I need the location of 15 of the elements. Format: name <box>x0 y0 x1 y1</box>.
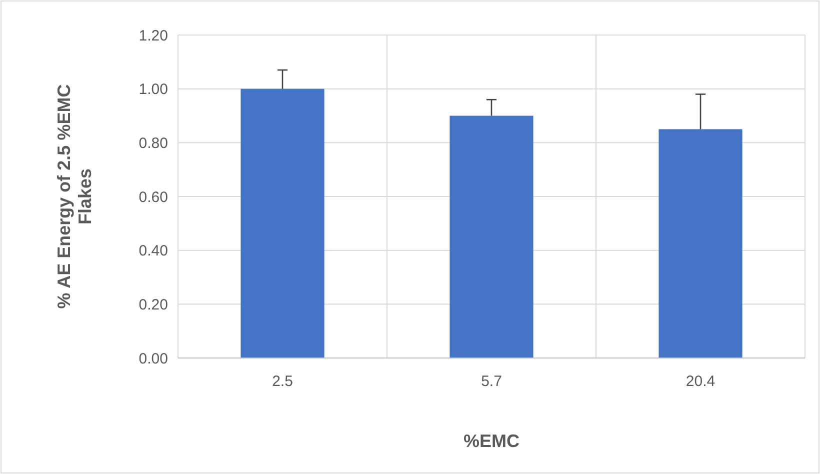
y-tick-label: 0.60 <box>138 188 168 206</box>
bar <box>658 129 742 358</box>
y-tick-label: 1.20 <box>138 27 168 44</box>
x-tick-label: 2.5 <box>272 373 293 390</box>
x-axis-title: %EMC <box>463 431 520 451</box>
bar <box>450 116 534 358</box>
y-tick-label: 0.40 <box>138 242 168 260</box>
x-tick-label: 5.7 <box>481 373 502 390</box>
y-tick-label: 0.00 <box>138 350 168 368</box>
x-tick-label: 20.4 <box>686 373 716 390</box>
y-axis-title: % AE Energy of 2.5 %EMC Flakes <box>54 84 95 309</box>
y-tick-label: 0.80 <box>138 134 168 152</box>
y-tick-label: 0.20 <box>138 296 168 314</box>
y-tick-label: 1.00 <box>138 81 168 98</box>
bar <box>240 88 324 358</box>
